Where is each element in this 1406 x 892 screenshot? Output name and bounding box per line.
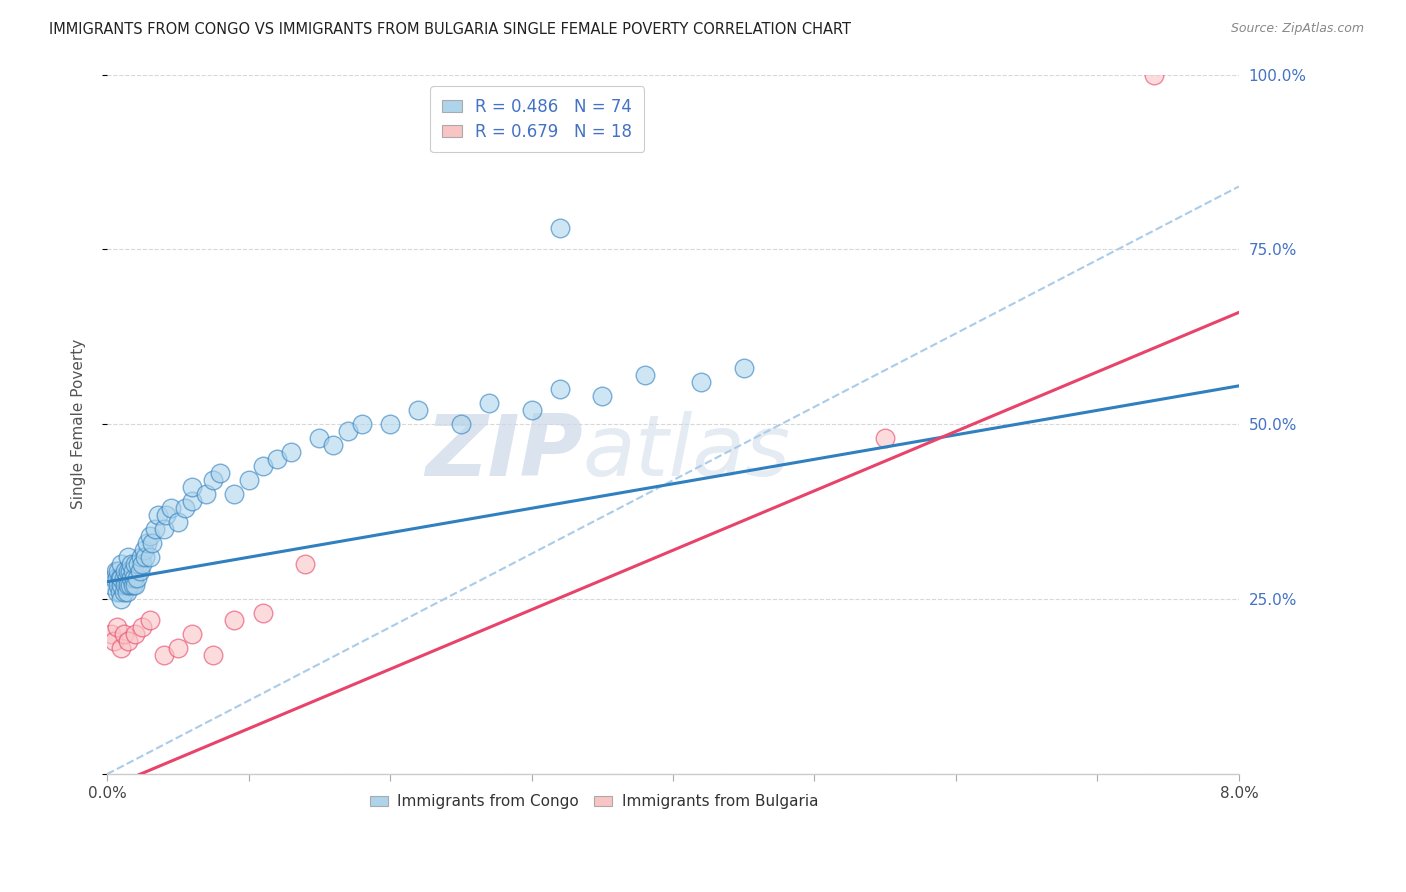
Point: [104, 564, 127, 578]
Point: [115, 585, 138, 599]
Point: [146, 508, 169, 523]
Text: IMMIGRANTS FROM CONGO VS IMMIGRANTS FROM BULGARIA SINGLE FEMALE POVERTY CORRELAT: IMMIGRANTS FROM CONGO VS IMMIGRANTS FROM…: [49, 22, 851, 37]
Point: [103, 571, 125, 585]
Point: [129, 550, 152, 565]
Point: [121, 578, 143, 592]
Point: [138, 613, 160, 627]
Point: [120, 558, 142, 572]
Point: [117, 578, 139, 592]
Point: [107, 578, 129, 592]
Point: [308, 431, 330, 445]
Legend: Immigrants from Congo, Immigrants from Bulgaria: Immigrants from Congo, Immigrants from B…: [363, 789, 824, 815]
Point: [131, 558, 153, 572]
Point: [118, 564, 141, 578]
Point: [209, 467, 232, 481]
Point: [350, 417, 373, 432]
Point: [105, 585, 128, 599]
Point: [202, 648, 225, 663]
Point: [591, 389, 613, 403]
Point: [131, 620, 153, 634]
Point: [122, 571, 145, 585]
Point: [103, 634, 125, 648]
Point: [166, 641, 188, 656]
Point: [336, 425, 359, 439]
Point: [138, 529, 160, 543]
Point: [322, 438, 344, 452]
Point: [408, 403, 430, 417]
Point: [252, 459, 274, 474]
Point: [110, 578, 132, 592]
Point: [125, 571, 148, 585]
Point: [202, 473, 225, 487]
Point: [127, 558, 149, 572]
Point: [110, 592, 132, 607]
Point: [450, 417, 472, 432]
Point: [159, 501, 181, 516]
Point: [117, 564, 139, 578]
Point: [141, 536, 163, 550]
Point: [124, 578, 146, 592]
Point: [378, 417, 401, 432]
Point: [548, 221, 571, 235]
Point: [124, 627, 146, 641]
Point: [173, 501, 195, 516]
Point: [252, 606, 274, 620]
Point: [181, 627, 204, 641]
Point: [121, 564, 143, 578]
Point: [100, 578, 122, 592]
Point: [1143, 68, 1166, 82]
Point: [548, 382, 571, 396]
Point: [181, 480, 204, 494]
Point: [108, 571, 131, 585]
Point: [128, 564, 150, 578]
Point: [520, 403, 543, 417]
Point: [135, 536, 157, 550]
Point: [132, 543, 155, 558]
Point: [195, 487, 218, 501]
Point: [634, 368, 657, 383]
Point: [107, 564, 129, 578]
Point: [114, 578, 136, 592]
Point: [478, 396, 501, 410]
Point: [875, 431, 897, 445]
Point: [733, 361, 755, 376]
Point: [138, 550, 160, 565]
Point: [124, 558, 146, 572]
Point: [117, 550, 139, 565]
Point: [690, 376, 713, 390]
Point: [105, 571, 128, 585]
Point: [134, 550, 156, 565]
Point: [100, 627, 122, 641]
Point: [110, 641, 132, 656]
Point: [280, 445, 302, 459]
Point: [155, 508, 177, 523]
Point: [110, 558, 132, 572]
Point: [152, 522, 174, 536]
Point: [224, 613, 246, 627]
Point: [108, 585, 131, 599]
Text: atlas: atlas: [582, 411, 790, 494]
Point: [112, 627, 135, 641]
Point: [112, 585, 135, 599]
Text: ZIP: ZIP: [425, 411, 582, 494]
Point: [294, 558, 316, 572]
Point: [118, 578, 141, 592]
Point: [120, 571, 142, 585]
Point: [238, 473, 260, 487]
Point: [181, 494, 204, 508]
Point: [114, 564, 136, 578]
Point: [152, 648, 174, 663]
Point: [266, 452, 288, 467]
Point: [115, 571, 138, 585]
Point: [110, 571, 132, 585]
Point: [224, 487, 246, 501]
Point: [166, 515, 188, 529]
Text: Source: ZipAtlas.com: Source: ZipAtlas.com: [1230, 22, 1364, 36]
Y-axis label: Single Female Poverty: Single Female Poverty: [72, 339, 86, 509]
Point: [143, 522, 166, 536]
Point: [117, 634, 139, 648]
Point: [112, 571, 135, 585]
Point: [105, 620, 128, 634]
